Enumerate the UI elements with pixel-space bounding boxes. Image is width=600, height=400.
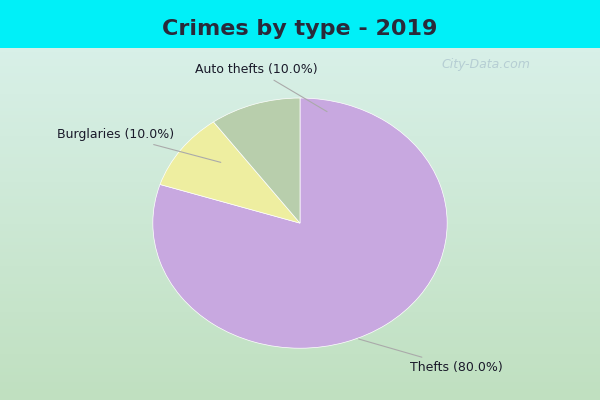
Text: Crimes by type - 2019: Crimes by type - 2019 [163, 19, 437, 39]
Text: Thefts (80.0%): Thefts (80.0%) [359, 339, 503, 374]
Wedge shape [153, 98, 447, 348]
Text: City-Data.com: City-Data.com [442, 58, 531, 71]
Text: Burglaries (10.0%): Burglaries (10.0%) [58, 128, 221, 162]
Wedge shape [160, 122, 300, 223]
Text: Auto thefts (10.0%): Auto thefts (10.0%) [194, 63, 327, 112]
Wedge shape [214, 98, 300, 223]
